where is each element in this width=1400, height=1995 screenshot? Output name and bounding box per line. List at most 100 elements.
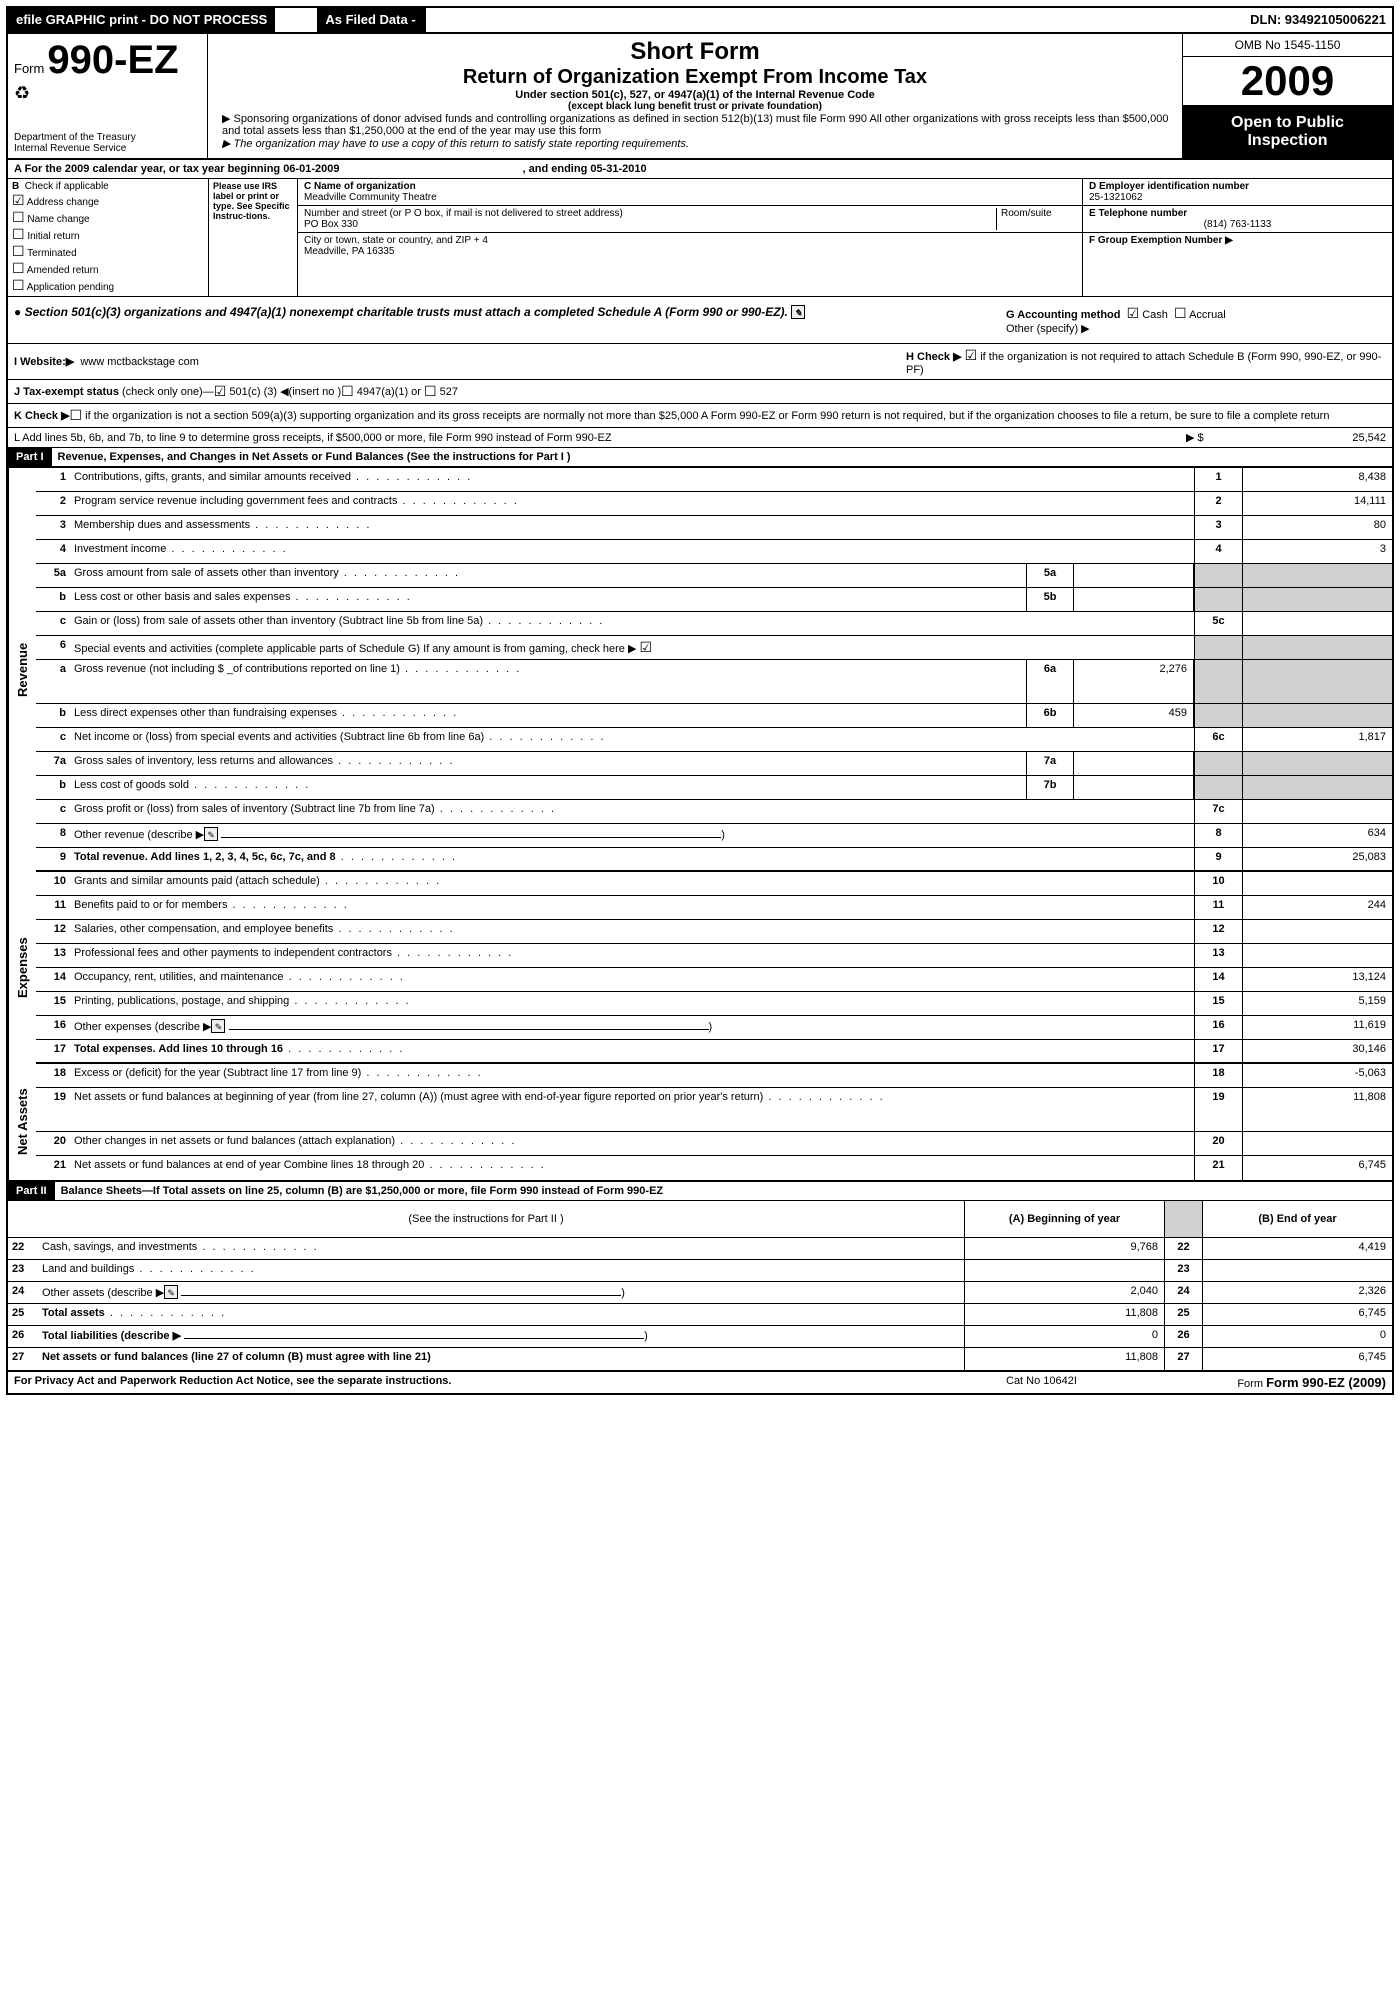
website-value: www mctbackstage com (80, 356, 199, 368)
name-change-check[interactable] (12, 214, 25, 225)
k-check[interactable] (70, 407, 83, 424)
dept-irs: Internal Revenue Service (14, 143, 201, 154)
street-cell: Number and street (or P O box, if mail i… (298, 206, 1082, 233)
section-def: D Employer identification number 25-1321… (1082, 179, 1392, 296)
bal-27-b: 6,745 (1202, 1348, 1392, 1370)
j-501c-check[interactable] (214, 383, 227, 400)
line-i-h: I Website:▶ www mctbackstage com H Check… (6, 344, 1394, 380)
part2-header: Part II Balance Sheets—If Total assets o… (6, 1182, 1394, 1201)
line-15-val: 5,159 (1242, 992, 1392, 1015)
addr-change-check[interactable] (12, 197, 25, 208)
terminated-check[interactable] (12, 248, 25, 259)
form-number: 990-EZ (47, 38, 178, 82)
k-text: if the organization is not a section 509… (85, 410, 1329, 422)
omb-number: OMB No 1545-1150 (1183, 34, 1392, 57)
line-1-desc: Contributions, gifts, grants, and simila… (70, 468, 1194, 491)
bal-22-desc: Cash, savings, and investments (38, 1238, 964, 1259)
j-527-label: 527 (440, 386, 458, 398)
bal-24-b: 2,326 (1202, 1282, 1392, 1303)
line-1-val: 8,438 (1242, 468, 1392, 491)
attach-icon: ✎ (791, 305, 805, 319)
city-label: City or town, state or country, and ZIP … (304, 235, 488, 246)
state-note: ▶ The organization may have to use a cop… (214, 137, 1176, 150)
e-cell: E Telephone number (814) 763-1133 (1083, 206, 1392, 233)
part1-header: Part I Revenue, Expenses, and Changes in… (6, 448, 1394, 468)
other-specify: Other (specify) ▶ (1006, 323, 1090, 335)
bal-22-a: 9,768 (964, 1238, 1164, 1259)
pending-check[interactable] (12, 282, 25, 293)
dept-treasury: Department of the Treasury (14, 132, 201, 143)
line-6a-desc: Gross revenue (not including $ _of contr… (70, 660, 1026, 703)
city-value: Meadville, PA 16335 (304, 246, 394, 257)
balance-sheet: (See the instructions for Part II ) (A) … (6, 1201, 1394, 1370)
bal-27-desc: Net assets or fund balances (line 27 of … (38, 1348, 964, 1370)
b-label: B (12, 181, 19, 192)
j-527-check[interactable] (424, 383, 437, 400)
please-use-irs: Please use IRS label or print or type. S… (208, 179, 298, 296)
g-label: G Accounting method (1006, 309, 1120, 321)
accrual-check[interactable] (1174, 309, 1187, 321)
tax-year: 2009 (1183, 57, 1392, 106)
header-center: Short Form Return of Organization Exempt… (208, 34, 1182, 158)
bal-24-a: 2,040 (964, 1282, 1164, 1303)
line-9-val: 25,083 (1242, 848, 1392, 870)
cash-label: Cash (1142, 309, 1168, 321)
topbar-blank (424, 8, 1244, 32)
form-990ez-page: efile GRAPHIC print - DO NOT PROCESS As … (0, 0, 1400, 1401)
section-b-row: B Check if applicable Address change Nam… (6, 179, 1394, 297)
amended-check[interactable] (12, 265, 25, 276)
line-l: L Add lines 5b, 6b, and 7b, to line 9 to… (6, 428, 1394, 448)
line-5b-desc: Less cost or other basis and sales expen… (70, 588, 1026, 611)
col-b-header: (B) End of year (1202, 1201, 1392, 1237)
j-4947-label: 4947(a)(1) or (357, 386, 421, 398)
line-6-desc: Special events and activities (complete … (70, 636, 1194, 659)
bal-22-b: 4,419 (1202, 1238, 1392, 1259)
line-7c-desc: Gross profit or (loss) from sales of inv… (70, 800, 1194, 823)
privacy-notice: For Privacy Act and Paperwork Reduction … (14, 1375, 1006, 1390)
line-6b-desc: Less direct expenses other than fundrais… (70, 704, 1026, 727)
inspection: Inspection (1247, 132, 1327, 149)
line-8-desc: Other revenue (describe ▶✎ ) (70, 824, 1194, 847)
cash-check[interactable] (1127, 309, 1140, 321)
h-check[interactable] (965, 351, 978, 363)
line-19-val: 11,808 (1242, 1088, 1392, 1131)
d-cell: D Employer identification number 25-1321… (1083, 179, 1392, 206)
j-label: J Tax-exempt status (14, 386, 119, 398)
sponsor-note: ▶ Sponsoring organizations of donor advi… (214, 112, 1176, 137)
balance-header: (See the instructions for Part II ) (A) … (8, 1201, 1392, 1238)
bal-24-desc: Other assets (describe ▶✎ ) (38, 1282, 964, 1303)
line-3-val: 80 (1242, 516, 1392, 539)
open-public: Open to Public (1231, 114, 1344, 131)
e-label: E Telephone number (1089, 208, 1187, 219)
line-19-desc: Net assets or fund balances at beginning… (70, 1088, 1194, 1131)
describe-icon: ✎ (204, 827, 218, 841)
line-15-desc: Printing, publications, postage, and shi… (70, 992, 1194, 1015)
line-21-desc: Net assets or fund balances at end of ye… (70, 1156, 1194, 1180)
expenses-section: Expenses 10Grants and similar amounts pa… (6, 872, 1394, 1064)
gaming-check[interactable] (639, 643, 652, 655)
open-inspection-box: Open to Public Inspection (1183, 106, 1392, 158)
line-a: A For the 2009 calendar year, or tax yea… (6, 160, 1394, 179)
line-5a-desc: Gross amount from sale of assets other t… (70, 564, 1026, 587)
street-label: Number and street (or P O box, if mail i… (304, 208, 623, 219)
line-k: K Check ▶ if the organization is not a s… (6, 404, 1394, 428)
initial-return-check[interactable] (12, 231, 25, 242)
h-label: H Check ▶ (906, 351, 962, 363)
form-ref: Form Form 990-EZ (2009) (1206, 1375, 1386, 1390)
j-4947-check[interactable] (341, 383, 354, 400)
j-501c-label: 501(c) (3) ◀(insert no ) (229, 385, 341, 398)
f-label: F Group Exemption Number ▶ (1089, 235, 1233, 246)
line-4-desc: Investment income (70, 540, 1194, 563)
line-16-desc: Other expenses (describe ▶✎ ) (70, 1016, 1194, 1039)
d-label: D Employer identification number (1089, 181, 1249, 192)
line-13-desc: Professional fees and other payments to … (70, 944, 1194, 967)
netassets-side-label: Net Assets (8, 1064, 36, 1180)
line-11-desc: Benefits paid to or for members (70, 896, 1194, 919)
line-6c-desc: Net income or (loss) from special events… (70, 728, 1194, 751)
line-16-val: 11,619 (1242, 1016, 1392, 1039)
line-7b-desc: Less cost of goods sold (70, 776, 1026, 799)
i-label: I Website:▶ (14, 356, 74, 368)
initial-label: Initial return (27, 231, 79, 242)
bal-25-a: 11,808 (964, 1304, 1164, 1325)
line-10-desc: Grants and similar amounts paid (attach … (70, 872, 1194, 895)
